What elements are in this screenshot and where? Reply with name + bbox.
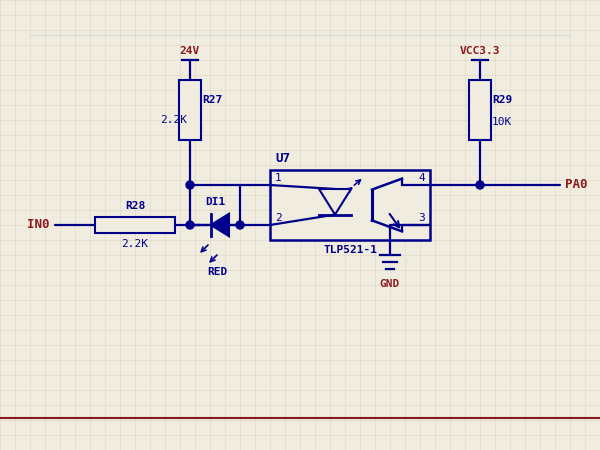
- Text: DI1: DI1: [205, 197, 225, 207]
- Bar: [469, 80, 491, 140]
- Bar: [270, 170, 430, 240]
- Text: 1: 1: [275, 173, 282, 183]
- Polygon shape: [211, 214, 229, 236]
- Text: U7: U7: [275, 152, 290, 165]
- Text: R29: R29: [492, 95, 512, 105]
- Text: VCC3.3: VCC3.3: [460, 46, 500, 56]
- Circle shape: [236, 221, 244, 229]
- Circle shape: [186, 221, 194, 229]
- Text: GND: GND: [380, 279, 400, 289]
- Text: 2.2K: 2.2K: [160, 115, 187, 125]
- Text: 4: 4: [418, 173, 425, 183]
- Circle shape: [476, 181, 484, 189]
- Circle shape: [186, 181, 194, 189]
- Text: R28: R28: [125, 201, 145, 211]
- Text: TLP521-1: TLP521-1: [323, 245, 377, 255]
- Text: IN0: IN0: [28, 219, 50, 231]
- Text: 10K: 10K: [492, 117, 512, 127]
- Text: 24V: 24V: [180, 46, 200, 56]
- Text: PA0: PA0: [565, 179, 587, 192]
- Text: 3: 3: [418, 213, 425, 223]
- Bar: [179, 80, 201, 140]
- Text: 2.2K: 2.2K: [121, 239, 149, 249]
- Polygon shape: [319, 189, 351, 215]
- Bar: [95, 217, 175, 233]
- Text: 2: 2: [275, 213, 282, 223]
- Text: RED: RED: [207, 267, 227, 277]
- Text: R27: R27: [202, 95, 222, 105]
